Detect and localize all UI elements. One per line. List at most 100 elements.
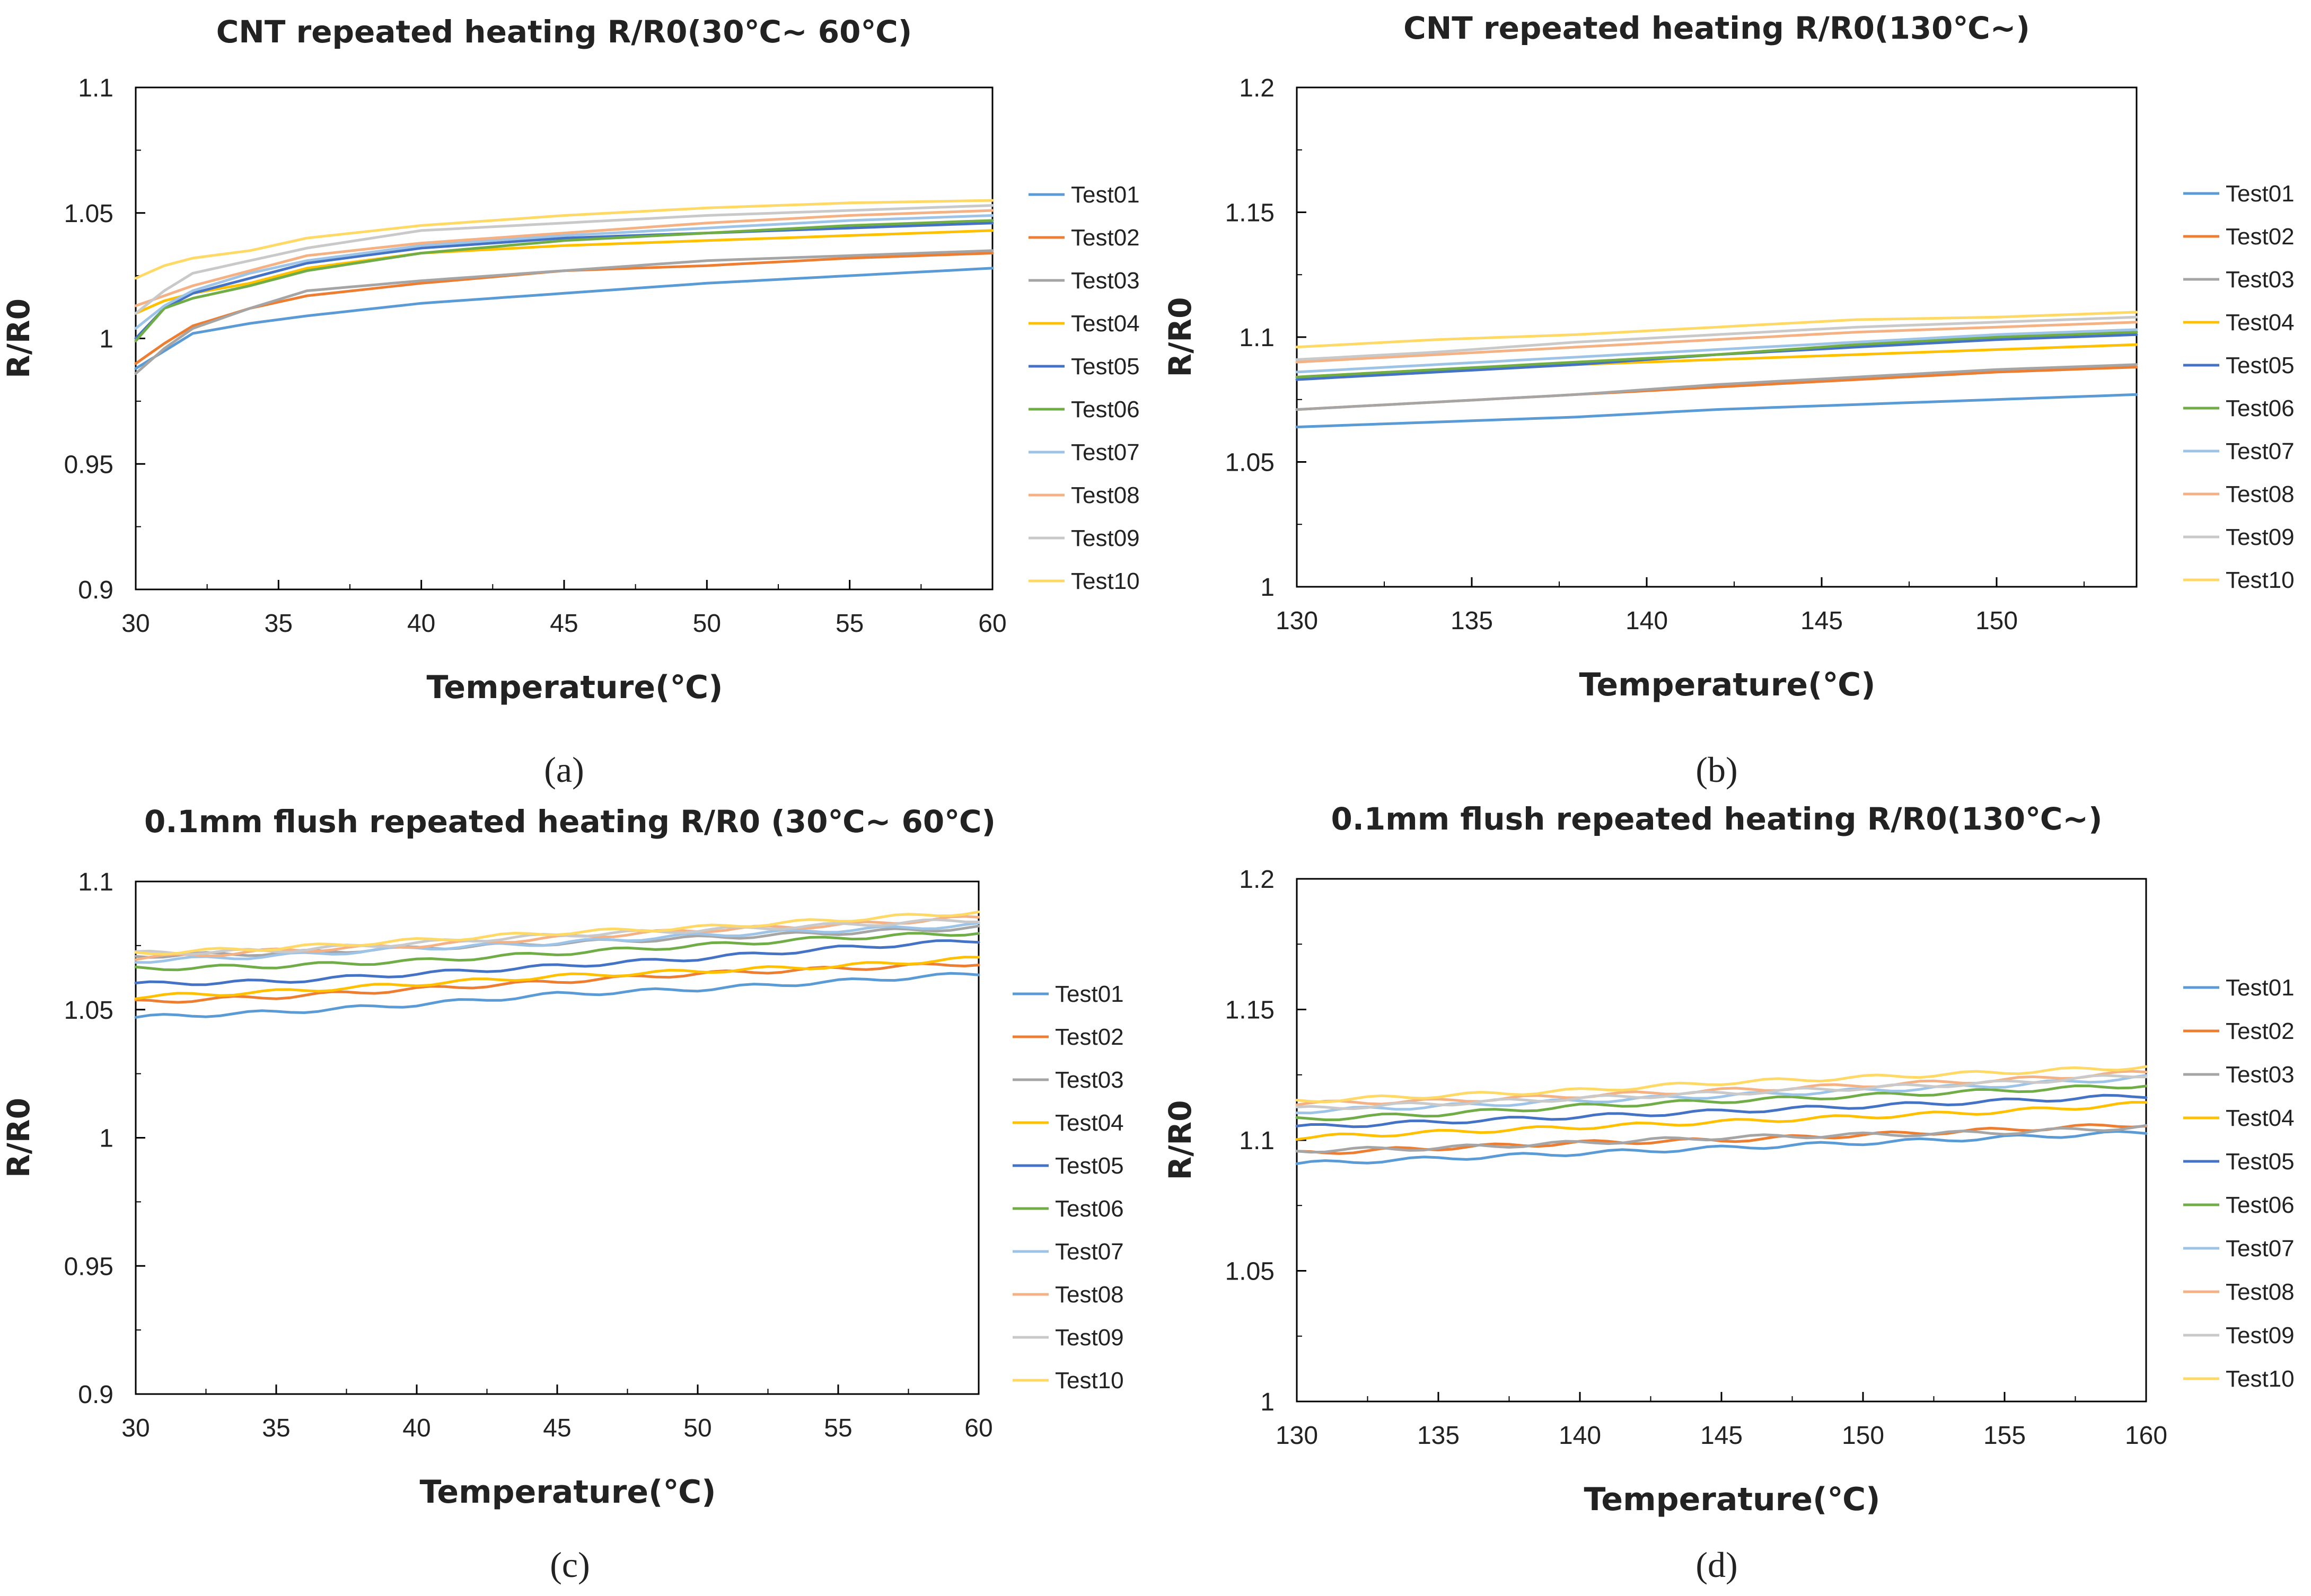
x-tick-label: 35 [262, 1414, 290, 1442]
series-line-test05 [1295, 1094, 2148, 1128]
y-tick-label: 1.05 [1225, 1258, 1275, 1286]
series-line-test10 [134, 199, 994, 280]
legend-label-test04: Test04 [1055, 1110, 1124, 1136]
chart-2: CNT repeated heating R/R0(130℃~) 1 1.05 1.1… [1162, 10, 2295, 790]
x-tick-label: 35 [265, 610, 293, 638]
legend-label-test10: Test10 [2226, 567, 2295, 593]
x-tick-label: 140 [1625, 607, 1668, 635]
series-line-test07 [1295, 328, 2138, 374]
plot-frame [135, 86, 994, 590]
series-line-test08 [1295, 321, 2138, 364]
series-line-test10 [1295, 311, 2138, 349]
y-tick-label: 1.1 [1239, 324, 1275, 352]
series-line-test09 [1295, 315, 2138, 361]
chart-1: CNT repeated heating R/R0(30℃~ 60℃) 0.9 0.… [1, 14, 1140, 790]
chart-title: CNT repeated heating R/R0(130℃~) [1403, 10, 2030, 46]
x-tick-label: 135 [1451, 607, 1493, 635]
y-axis-label: R/R0 [1162, 297, 1198, 377]
legend-label-test03: Test03 [1055, 1067, 1124, 1093]
series-line-test06 [1295, 1084, 2148, 1122]
legend-label-test05: Test05 [1071, 354, 1140, 380]
y-tick-label: 1 [1260, 574, 1275, 602]
y-axis-label: R/R0 [1, 1098, 37, 1178]
legend-label-test07: Test07 [1055, 1239, 1124, 1265]
y-tick-label: 0.9 [78, 1381, 113, 1409]
series-line-test01 [1295, 393, 2138, 429]
legend-label-test01: Test01 [1055, 981, 1124, 1007]
y-tick-label: 1.1 [78, 868, 113, 896]
y-tick-label: 1.05 [1225, 449, 1275, 477]
series-line-test08 [134, 209, 994, 307]
legend-label-test02: Test02 [2226, 1018, 2295, 1044]
legend-label-test08: Test08 [2226, 481, 2295, 507]
panel-label: (a) [544, 749, 584, 790]
series-line-test05 [134, 939, 980, 986]
x-tick-label: 130 [1276, 1422, 1318, 1450]
legend-label-test06: Test06 [1071, 396, 1140, 422]
x-tick-label: 145 [1700, 1422, 1743, 1450]
x-tick-label: 30 [121, 1414, 150, 1442]
series-line-test03 [134, 249, 994, 375]
series-line-test05 [134, 222, 994, 340]
y-tick-label: 1.2 [1239, 866, 1275, 894]
legend-label-test03: Test03 [2226, 267, 2295, 293]
legend-label-test09: Test09 [2226, 524, 2295, 550]
x-tick-label: 30 [121, 610, 150, 638]
y-tick-label: 0.9 [78, 576, 113, 604]
y-axis-label: R/R0 [1162, 1100, 1198, 1180]
y-tick-label: 1.1 [78, 74, 113, 102]
chart-4: 0.1mm flush repeated heating R/R0(130℃~)… [1162, 801, 2295, 1585]
series-line-test04 [1295, 1101, 2148, 1141]
x-tick-label: 45 [543, 1414, 571, 1442]
x-tick-label: 45 [550, 610, 578, 638]
y-tick-label: 1.15 [1225, 997, 1275, 1025]
y-tick-label: 0.95 [64, 451, 113, 479]
x-axis-label: Temperature(℃) [1584, 1481, 1880, 1518]
series-line-test06 [134, 219, 994, 342]
x-tick-label: 150 [1842, 1422, 1884, 1450]
series-line-test01 [134, 972, 980, 1019]
chart-3: 0.1mm flush repeated heating R/R0 (30℃~ … [1, 804, 1124, 1585]
legend-label-test01: Test01 [1071, 182, 1140, 208]
series-line-test08 [1295, 1070, 2148, 1106]
legend-label-test02: Test02 [2226, 224, 2295, 250]
x-tick-label: 60 [964, 1414, 992, 1442]
series-line-test04 [134, 229, 994, 315]
x-axis-label: Temperature(℃) [426, 669, 723, 706]
legend-label-test05: Test05 [1055, 1153, 1124, 1179]
y-tick-label: 1 [99, 325, 113, 354]
legend-label-test03: Test03 [1071, 268, 1140, 294]
legend-label-test09: Test09 [1055, 1325, 1124, 1351]
legend-label-test10: Test10 [2226, 1366, 2295, 1392]
x-tick-label: 40 [407, 610, 435, 638]
legend-label-test10: Test10 [1055, 1368, 1124, 1394]
legend-label-test06: Test06 [1055, 1196, 1124, 1222]
legend-label-test08: Test08 [2226, 1279, 2295, 1305]
legend-label-test07: Test07 [1071, 439, 1140, 465]
y-tick-label: 0.95 [64, 1253, 113, 1281]
series-line-test01 [134, 267, 994, 370]
y-tick-label: 1.1 [1239, 1127, 1275, 1155]
x-axis-label: Temperature(℃) [1579, 666, 1875, 703]
x-tick-label: 40 [402, 1414, 430, 1442]
legend-label-test01: Test01 [2226, 181, 2295, 207]
y-tick-label: 1 [1260, 1388, 1275, 1416]
x-tick-label: 135 [1417, 1422, 1460, 1450]
legend-label-test09: Test09 [2226, 1322, 2295, 1348]
x-axis-label: Temperature(℃) [419, 1474, 716, 1511]
legend-label-test07: Test07 [2226, 1236, 2295, 1262]
series-line-test03 [1295, 1124, 2148, 1154]
series-line-test07 [134, 214, 994, 330]
legend-label-test06: Test06 [2226, 1192, 2295, 1218]
legend-label-test05: Test05 [2226, 352, 2295, 378]
series-line-test10 [1295, 1065, 2148, 1104]
legend-label-test08: Test08 [1055, 1282, 1124, 1308]
y-axis-label: R/R0 [1, 298, 37, 378]
y-tick-label: 1.15 [1225, 199, 1275, 227]
legend-label-test01: Test01 [2226, 975, 2295, 1001]
series-line-test07 [134, 921, 980, 964]
series-line-test09 [1295, 1074, 2148, 1110]
x-tick-label: 50 [683, 1414, 711, 1442]
panel-label: (d) [1695, 1545, 1737, 1585]
x-tick-label: 130 [1276, 607, 1318, 635]
